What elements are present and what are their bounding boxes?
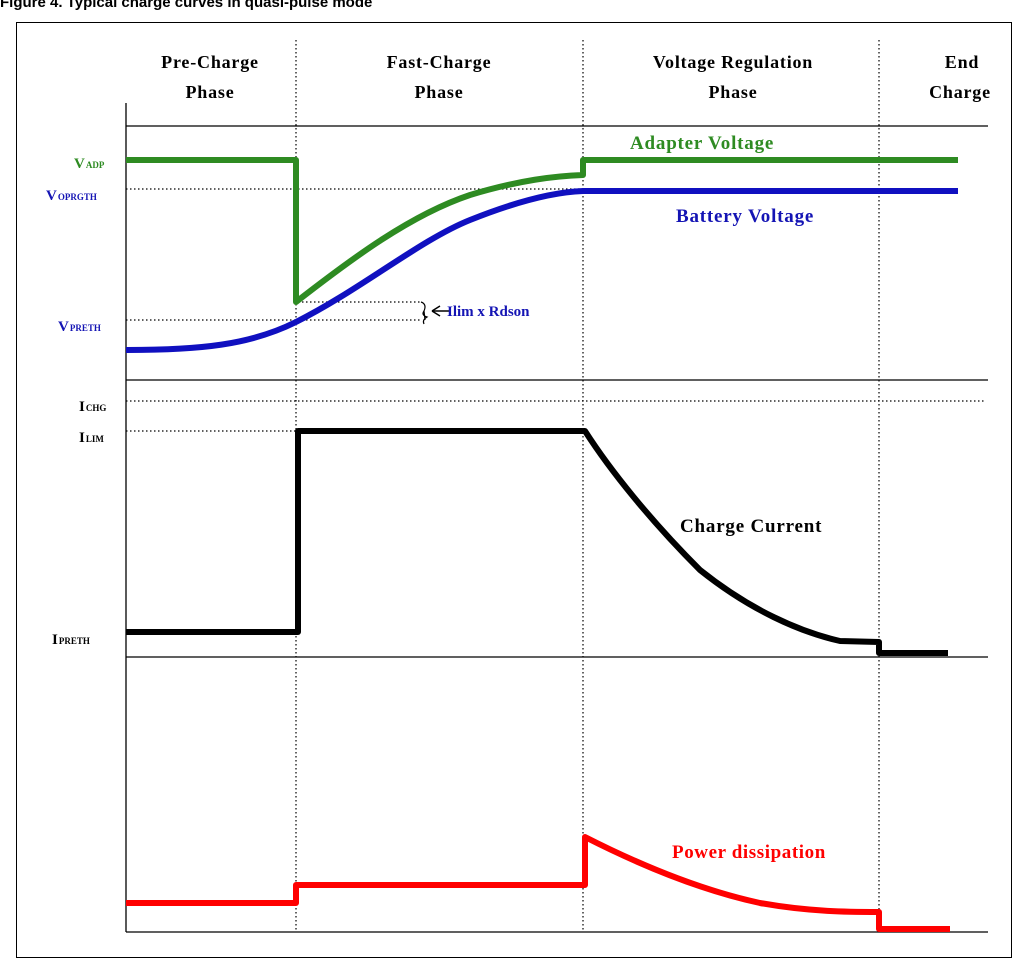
phase-fastcharge-line1: Fast-Charge [387,52,492,72]
power-dissipation-curve [126,834,950,932]
phase-regulation-line1: Voltage Regulation [653,52,813,72]
battery-voltage-curve [125,188,958,353]
phase-headers: Pre-Charge Phase Fast-Charge Phase Volta… [161,52,991,102]
brace-icon [420,301,429,325]
phase-endcharge-line1: End [945,52,979,72]
charge-current-curve [126,428,948,656]
y-axis-labels: VADP VOPRGTH VPRETH ICHG ILIM IPRETH [46,156,106,648]
reference-levels [126,188,984,432]
adapter-voltage-curve [126,157,958,305]
ilim-rdson-label: Ilim x Rdson [447,304,530,320]
phase-fastcharge-line2: Phase [415,82,464,102]
phase-precharge-line1: Pre-Charge [161,52,259,72]
diagram-frame [16,22,1012,958]
label-ichg: ICHG [79,399,106,415]
phase-precharge-line2: Phase [186,82,235,102]
figure-caption: Figure 4. Typical charge curves in quasi… [0,0,373,11]
adapter-voltage-label: Adapter Voltage [630,133,774,154]
power-dissipation-label: Power dissipation [672,842,826,863]
label-vpreth: VPRETH [58,319,101,335]
charge-current-label: Charge Current [680,516,822,537]
phase-dividers [295,40,880,932]
axes [125,103,988,933]
ilim-rdson-annotation: Ilim x Rdson [420,301,530,325]
label-ilim: ILIM [79,430,104,446]
battery-voltage-label: Battery Voltage [676,206,814,227]
label-voprgth: VOPRGTH [46,188,97,204]
phase-regulation-line2: Phase [709,82,758,102]
phase-endcharge-line2: Charge [929,82,991,102]
arrow-left-icon [431,305,441,317]
label-vadp: VADP [74,156,105,172]
label-ipreth: IPRETH [52,632,90,648]
